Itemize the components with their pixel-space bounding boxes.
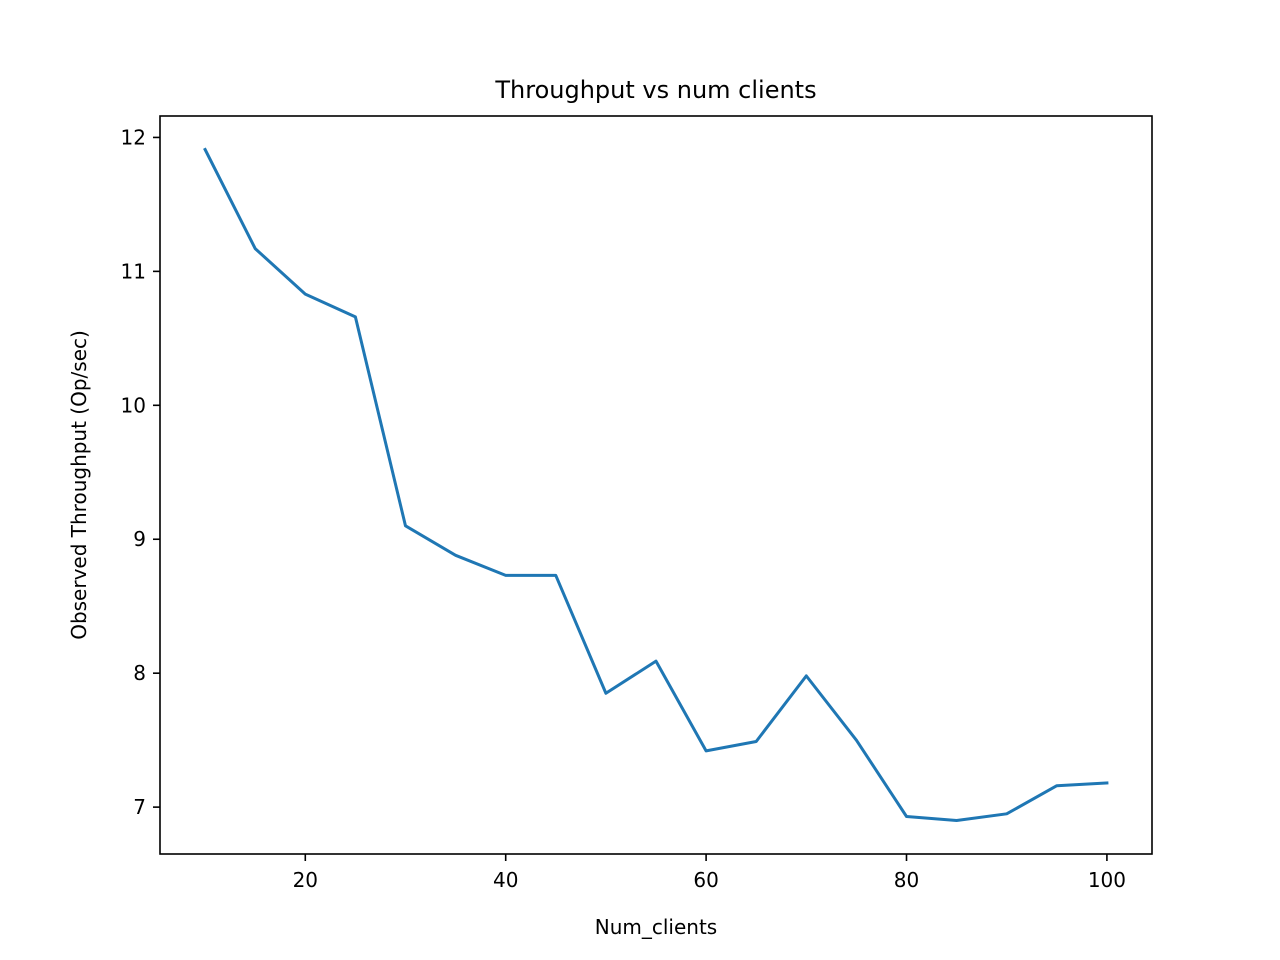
x-axis-label: Num_clients <box>595 915 717 939</box>
y-tick-label-11: 11 <box>121 259 146 283</box>
y-tick-label-8: 8 <box>133 661 146 685</box>
y-tick-label-7: 7 <box>133 795 146 819</box>
x-tick-label-20: 20 <box>293 868 318 892</box>
series-line-0 <box>203 147 1109 823</box>
y-tick-label-10: 10 <box>121 393 146 417</box>
x-tick-label-40: 40 <box>493 868 518 892</box>
x-tick-label-60: 60 <box>693 868 718 892</box>
x-tick-label-100: 100 <box>1088 868 1126 892</box>
y-tick-label-9: 9 <box>133 527 146 551</box>
plot-area: 20 40 60 80 100 7 8 9 10 11 12 <box>121 115 1153 892</box>
y-tick-label-12: 12 <box>121 125 146 149</box>
y-axis-label: Observed Throughput (Op/sec) <box>67 330 91 640</box>
x-tick-label-80: 80 <box>894 868 919 892</box>
chart-title: Throughput vs num clients <box>494 76 816 104</box>
axes-frame <box>159 115 1153 855</box>
